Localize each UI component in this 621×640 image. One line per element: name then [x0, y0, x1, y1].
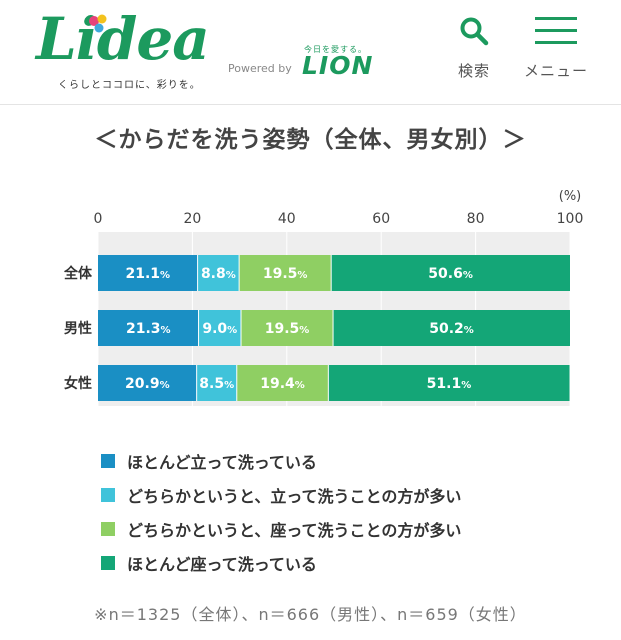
lidea-logo[interactable]: Lidea	[36, 5, 210, 73]
lion-logo[interactable]: LION	[302, 51, 374, 80]
chart-title: ＜からだを洗う姿勢（全体、男女別）＞	[94, 127, 527, 153]
legend-item: どちらかというと、座って洗うことの方が多い	[101, 512, 461, 546]
legend-item: ほとんど立って洗っている	[101, 444, 461, 478]
x-tick-label: 60	[372, 211, 390, 227]
bar-segment	[98, 255, 198, 291]
bar-segment	[198, 310, 242, 346]
legend-swatch	[101, 454, 115, 468]
bar-value-label: 51.1%	[427, 376, 472, 392]
legend-swatch	[101, 556, 115, 570]
menu-label: メニュー	[523, 62, 588, 80]
menu-button[interactable]: メニュー	[516, 16, 596, 86]
bar-value-label: 8.8%	[201, 266, 236, 282]
legend-item: どちらかというと、立って洗うことの方が多い	[101, 478, 461, 512]
legend-label: ほとんど座って洗っている	[127, 555, 317, 574]
bar-segment	[239, 255, 332, 291]
bar-segment	[98, 365, 197, 401]
x-tick-label: 0	[94, 211, 103, 227]
bar-value-label: 8.5%	[199, 376, 234, 392]
bar-value-label: 21.3%	[126, 321, 171, 337]
bar-segment	[331, 255, 570, 291]
legend-swatch	[101, 522, 115, 536]
bar-segment	[197, 255, 240, 291]
search-button[interactable]: 検索	[434, 16, 514, 86]
bar-segment	[328, 365, 570, 401]
bar-segment	[196, 365, 237, 401]
bar-value-label: 19.4%	[260, 376, 305, 392]
bar-value-label: 21.1%	[126, 266, 171, 282]
legend-label: どちらかというと、座って洗うことの方が多い	[127, 521, 462, 540]
search-label: 検索	[457, 62, 490, 80]
bar-value-label: 50.6%	[428, 266, 473, 282]
category-label: 男性	[64, 320, 92, 337]
unit-label: (%)	[559, 189, 582, 204]
x-tick-label: 40	[278, 211, 296, 227]
bar-segment	[241, 310, 334, 346]
powered-by-text: Powered by	[228, 62, 292, 75]
bar-segment	[236, 365, 329, 401]
bar-value-label: 20.9%	[125, 376, 170, 392]
x-tick-label: 80	[467, 211, 485, 227]
stacked-bar-chart: 0 20 40 60 80 100 (%) 全体 21.1% 8.8% 19.5% 50.6% 男性 21…	[63, 189, 584, 406]
legend-item: ほとんど座って洗っている	[101, 546, 461, 580]
tagline: くらしとココロに、彩りを。	[58, 80, 201, 91]
legend-swatch	[101, 488, 115, 502]
hamburger-menu-icon	[535, 17, 577, 44]
x-tick-label: 100	[557, 211, 584, 227]
category-label: 女性	[64, 375, 92, 392]
chart-legend: ほとんど立って洗っているどちらかというと、立って洗うことの方が多い どちらかという…	[101, 444, 461, 580]
bar-value-label: 19.5%	[263, 266, 308, 282]
bar-segment	[333, 310, 570, 346]
category-label: 全体	[63, 265, 93, 282]
bar-segment	[98, 310, 199, 346]
bar-value-label: 19.5%	[265, 321, 310, 337]
search-icon	[460, 17, 489, 46]
bar-value-label: 9.0%	[202, 321, 237, 337]
legend-label: ほとんど立って洗っている	[127, 453, 317, 472]
legend-label: どちらかというと、立って洗うことの方が多い	[127, 487, 462, 506]
x-tick-label: 20	[183, 211, 201, 227]
logo-dots-icon	[89, 14, 107, 33]
site-header: Lidea くらしとココロに、彩りを。 Powered by 今日を愛する。 L…	[0, 0, 621, 105]
lion-slogan: 今日を愛する。	[304, 45, 367, 54]
sample-size-footnote: ※n＝1325（全体）、n＝666（男性）、n＝659（女性）	[94, 605, 527, 624]
bar-value-label: 50.2%	[429, 321, 474, 337]
